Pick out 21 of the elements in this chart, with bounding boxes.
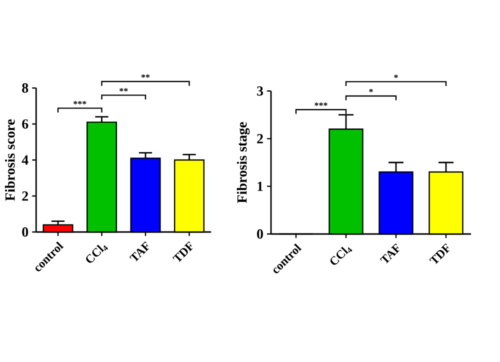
annotation: * <box>369 88 373 92</box>
y-tick-label: 0 <box>257 229 263 239</box>
y-tick-label: 4 <box>22 155 28 165</box>
y-tick-label: 1 <box>258 182 263 191</box>
y-axis-title: Fibrosis score <box>4 119 15 201</box>
x-tick-label: CCl$_{4}$ <box>86 244 108 263</box>
text: * <box>394 74 398 78</box>
text: ** <box>141 74 150 78</box>
annotation: *** <box>74 101 86 104</box>
x-tick-label: TAF <box>380 243 400 264</box>
annotation: *** <box>314 102 328 106</box>
y-tick-label: 2 <box>22 191 28 201</box>
y-tick-label: 3 <box>257 86 264 96</box>
x-tick-label: CCl$_{4}$ <box>330 246 352 265</box>
y-axis-title: Fibrosis stage <box>236 122 250 204</box>
y-tick-label: 6 <box>22 119 28 129</box>
annotation: ** <box>120 88 128 92</box>
y-tick-label: 0 <box>22 227 28 237</box>
y-tick-label: 2 <box>257 134 263 144</box>
x-tick-label: TAF <box>129 241 149 262</box>
y-tick-label: 8 <box>22 83 28 93</box>
